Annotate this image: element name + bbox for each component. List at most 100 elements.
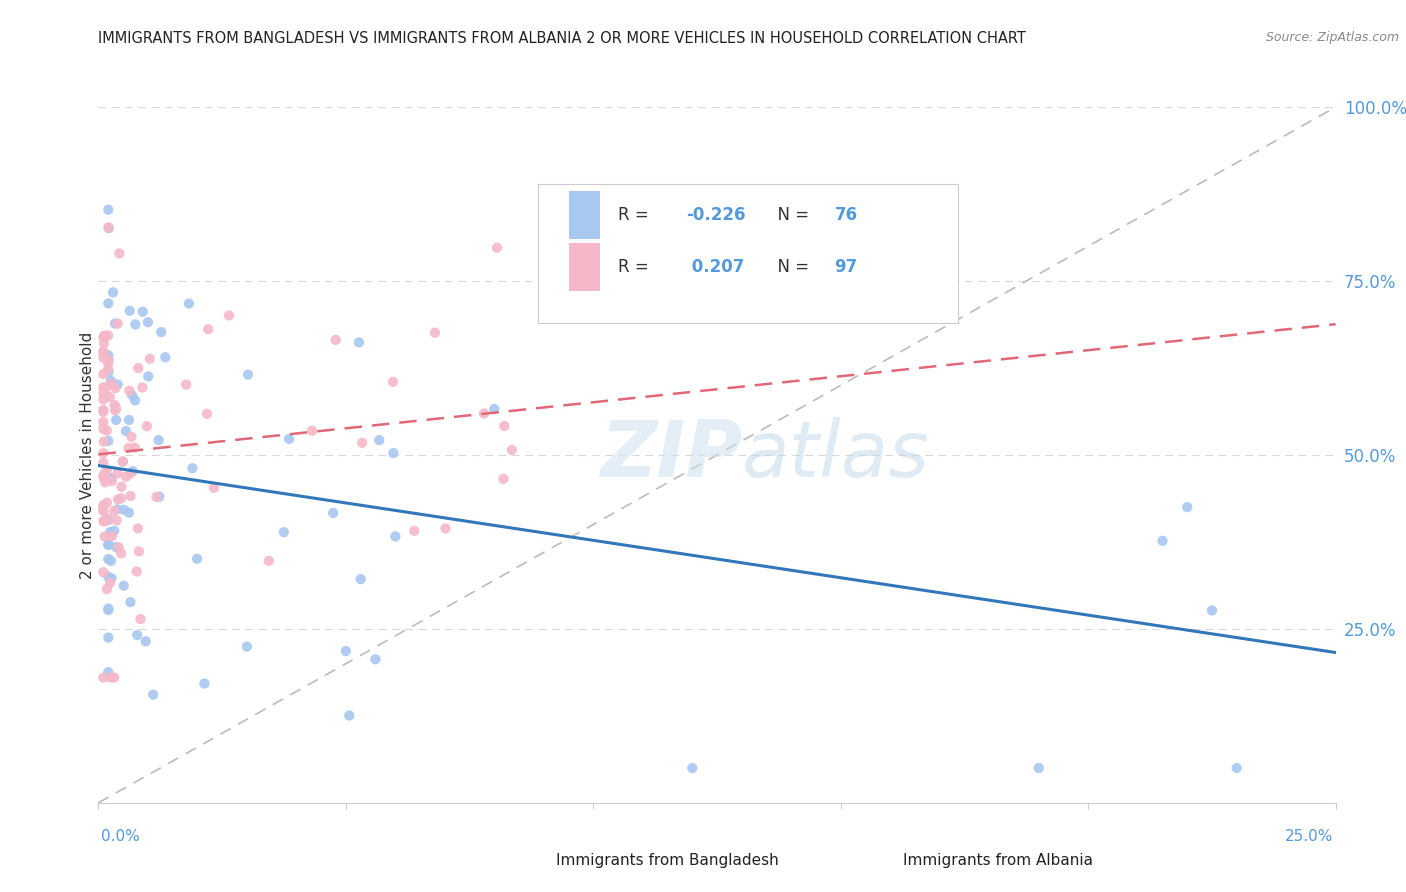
Point	[110, 491, 132, 506]
Point	[115, 469, 138, 483]
Point	[98, 390, 121, 404]
Point	[96, 463, 118, 477]
Point	[236, 640, 259, 654]
Point	[1028, 761, 1050, 775]
Point	[97, 296, 120, 310]
Point	[125, 565, 148, 579]
Point	[96, 582, 118, 596]
Point	[97, 511, 120, 525]
FancyBboxPatch shape	[568, 243, 599, 292]
Point	[121, 388, 143, 402]
Point	[103, 671, 125, 685]
Point	[105, 401, 128, 416]
Point	[136, 369, 159, 384]
Point	[93, 328, 115, 343]
Point	[104, 317, 127, 331]
Point	[93, 403, 115, 417]
Text: Source: ZipAtlas.com: Source: ZipAtlas.com	[1265, 31, 1399, 45]
Point	[681, 761, 703, 775]
Text: Immigrants from Albania: Immigrants from Albania	[903, 853, 1092, 868]
Point	[105, 413, 128, 427]
Point	[101, 529, 124, 543]
Point	[101, 285, 124, 300]
Point	[120, 595, 142, 609]
Point	[112, 579, 135, 593]
Point	[855, 305, 877, 319]
Point	[501, 442, 523, 457]
Y-axis label: 2 or more Vehicles in Household: 2 or more Vehicles in Household	[80, 331, 94, 579]
Point	[97, 665, 120, 680]
Point	[98, 575, 121, 590]
Text: R =: R =	[619, 206, 654, 224]
Point	[103, 524, 125, 538]
Point	[93, 344, 115, 359]
Point	[384, 529, 406, 543]
Text: 0.207: 0.207	[686, 258, 745, 276]
Point	[107, 377, 129, 392]
Point	[136, 315, 159, 329]
Point	[105, 513, 128, 527]
Point	[93, 385, 115, 400]
Point	[335, 644, 357, 658]
Point	[103, 504, 125, 518]
Point	[404, 524, 426, 538]
Point	[97, 537, 120, 551]
Point	[104, 381, 127, 395]
Point	[124, 441, 146, 455]
Text: 97: 97	[835, 258, 858, 276]
Point	[218, 309, 240, 323]
Point	[118, 413, 141, 427]
Point	[325, 333, 347, 347]
Point	[150, 325, 173, 339]
Point	[100, 554, 122, 568]
Point	[93, 469, 115, 483]
Point	[100, 571, 122, 585]
Point	[97, 570, 120, 584]
Point	[97, 352, 120, 367]
Text: Immigrants from Bangladesh: Immigrants from Bangladesh	[557, 853, 779, 868]
Point	[492, 472, 515, 486]
Point	[97, 353, 120, 368]
Point	[434, 521, 457, 535]
Point	[257, 554, 280, 568]
Point	[93, 336, 115, 351]
Point	[350, 572, 373, 586]
Point	[155, 351, 177, 365]
FancyBboxPatch shape	[568, 191, 599, 239]
Point	[110, 480, 132, 494]
Point	[98, 524, 121, 539]
Point	[120, 430, 142, 444]
Point	[97, 603, 120, 617]
Point	[382, 446, 405, 460]
Point	[93, 380, 115, 394]
Text: N =: N =	[766, 206, 814, 224]
Point	[93, 498, 115, 512]
Point	[93, 422, 115, 436]
Point	[93, 467, 115, 481]
Point	[193, 676, 215, 690]
Point	[129, 612, 152, 626]
Text: ZIP: ZIP	[599, 417, 742, 493]
Point	[96, 424, 118, 438]
Point	[100, 374, 122, 388]
Point	[93, 330, 115, 344]
Point	[97, 362, 120, 376]
Point	[278, 432, 301, 446]
Point	[93, 530, 115, 544]
Point	[118, 303, 141, 318]
Point	[1201, 603, 1223, 617]
Point	[97, 202, 120, 217]
Point	[101, 474, 124, 488]
Point	[186, 551, 208, 566]
Point	[148, 433, 170, 447]
Point	[118, 506, 141, 520]
Text: R =: R =	[619, 258, 654, 276]
Point	[115, 424, 138, 438]
Point	[97, 631, 120, 645]
Point	[93, 514, 115, 528]
Point	[472, 407, 495, 421]
Point	[93, 392, 115, 407]
Point	[97, 470, 120, 484]
Point	[93, 470, 115, 484]
Point	[381, 375, 404, 389]
